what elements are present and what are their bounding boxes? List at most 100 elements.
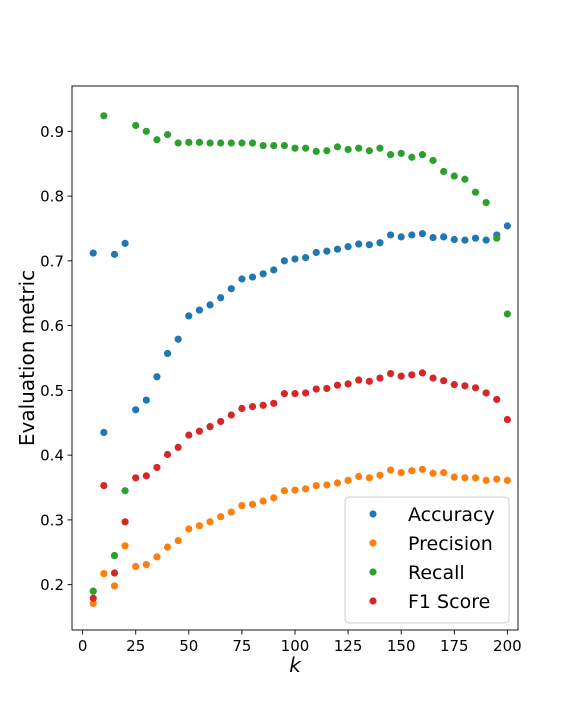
point-accuracy	[259, 270, 267, 278]
point-precision	[248, 500, 257, 508]
point-precision	[333, 479, 342, 487]
point-f1-score	[227, 411, 235, 419]
point-precision	[110, 582, 119, 590]
point-precision	[344, 476, 352, 484]
point-precision	[227, 508, 235, 516]
point-f1-score	[132, 474, 140, 482]
point-recall	[312, 147, 320, 156]
point-f1-score	[217, 417, 225, 426]
point-f1-score	[100, 481, 108, 490]
point-f1-score	[429, 374, 437, 382]
point-f1-score	[450, 380, 458, 389]
point-precision	[450, 473, 458, 481]
x-tick-label: 50	[179, 637, 198, 655]
point-precision	[429, 469, 437, 477]
point-precision	[142, 560, 150, 569]
point-recall	[217, 139, 225, 147]
point-accuracy	[153, 373, 161, 381]
point-accuracy	[217, 294, 225, 302]
point-recall	[174, 139, 182, 147]
point-recall	[163, 130, 172, 139]
point-accuracy	[121, 239, 129, 247]
point-f1-score	[153, 463, 161, 472]
point-f1-score	[408, 371, 416, 379]
point-recall	[259, 141, 267, 150]
point-accuracy	[291, 255, 299, 263]
point-recall	[270, 141, 278, 150]
point-accuracy	[397, 233, 405, 241]
point-precision	[312, 481, 320, 490]
legend-label-f1-score: F1 Score	[408, 591, 490, 613]
point-recall	[440, 167, 448, 176]
point-accuracy	[344, 243, 352, 251]
point-recall	[376, 144, 384, 152]
x-tick-label: 125	[334, 637, 363, 655]
x-tick-label: 200	[493, 637, 522, 655]
point-precision	[503, 476, 511, 484]
point-recall	[280, 141, 288, 150]
x-tick-label: 25	[126, 637, 145, 655]
point-accuracy	[503, 222, 511, 230]
point-accuracy	[408, 231, 416, 239]
point-f1-score	[312, 385, 320, 393]
point-recall	[471, 188, 480, 196]
point-f1-score	[121, 518, 129, 526]
legend-marker-accuracy	[369, 510, 377, 518]
x-tick-label: 175	[440, 637, 469, 655]
point-accuracy	[89, 249, 97, 257]
point-recall	[132, 121, 140, 130]
point-accuracy	[100, 428, 108, 437]
point-recall	[238, 139, 246, 147]
point-precision	[206, 518, 214, 526]
x-tick-label: 0	[78, 637, 88, 655]
point-f1-score	[365, 377, 373, 385]
point-f1-score	[238, 404, 246, 413]
y-tick-label: 0.5	[40, 382, 64, 400]
axes-layer: 0 25 50 75 100 125 150 175 200 0.2 0.3 0.4 0.5 0.6 0.7…	[40, 85, 522, 655]
point-precision	[482, 476, 490, 484]
point-accuracy	[195, 306, 204, 314]
point-accuracy	[429, 233, 437, 242]
point-f1-score	[174, 443, 182, 451]
y-tick-label: 0.7	[40, 252, 64, 270]
point-f1-score	[471, 384, 480, 392]
point-recall	[195, 138, 204, 146]
point-recall	[450, 172, 458, 180]
point-accuracy	[302, 254, 310, 262]
point-accuracy	[280, 257, 288, 265]
point-recall	[503, 310, 511, 318]
legend-label-precision: Precision	[408, 533, 493, 555]
legend-label-recall: Recall	[408, 562, 465, 584]
point-recall	[142, 127, 150, 135]
point-recall	[429, 156, 437, 165]
point-accuracy	[365, 241, 373, 249]
point-accuracy	[163, 349, 172, 358]
point-f1-score	[291, 390, 299, 398]
x-axis-label: k	[289, 653, 302, 677]
point-accuracy	[323, 247, 331, 255]
point-accuracy	[450, 235, 458, 244]
point-accuracy	[132, 406, 140, 414]
point-precision	[471, 474, 480, 482]
point-f1-score	[302, 389, 310, 397]
y-tick-label: 0.4	[40, 447, 64, 465]
point-recall	[397, 149, 405, 157]
point-f1-score	[461, 382, 469, 390]
point-precision	[195, 522, 204, 530]
point-precision	[418, 465, 427, 473]
y-tick-label: 0.9	[40, 123, 64, 141]
point-f1-score	[376, 374, 384, 382]
point-accuracy	[376, 239, 384, 247]
point-recall	[227, 139, 235, 147]
point-precision	[291, 486, 299, 494]
point-recall	[408, 153, 416, 161]
point-recall	[333, 143, 342, 151]
x-tick-label: 100	[281, 637, 310, 655]
point-f1-score	[110, 569, 119, 577]
y-tick-label: 0.3	[40, 511, 64, 529]
point-recall	[291, 144, 299, 152]
point-precision	[132, 562, 140, 571]
y-tick-label: 0.2	[40, 576, 64, 594]
point-precision	[355, 472, 363, 481]
y-tick-label: 0.8	[40, 188, 64, 206]
